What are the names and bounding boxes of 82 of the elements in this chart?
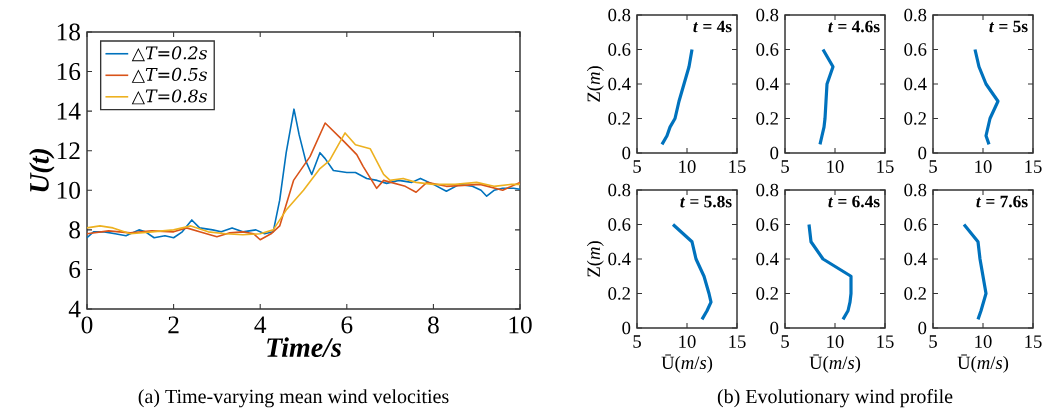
annotation: t = 4.6s xyxy=(828,20,880,33)
y-tick-label: 0.8 xyxy=(904,8,927,22)
annotation: t = 5.8s xyxy=(680,195,732,208)
x-tick-label: 10 xyxy=(827,160,844,173)
y-tick-label: 6 xyxy=(69,260,81,278)
line-series xyxy=(973,47,1000,146)
y-tick-label: 0.8 xyxy=(904,183,927,197)
legend-label: △T=0.2s xyxy=(131,46,207,62)
x-axis-title: Time/s xyxy=(267,337,342,357)
x-tick-label: 6 xyxy=(341,316,353,334)
legend-label: △T=0.8s xyxy=(131,89,207,105)
y-axis-title: Z(m) xyxy=(586,241,604,277)
annotation: t = 5s xyxy=(989,20,1028,33)
y-tick-label: 16 xyxy=(57,63,81,81)
y-tick-label: 0.2 xyxy=(756,112,778,125)
x-tick-label: 5 xyxy=(929,335,937,348)
x-tick-label: 5 xyxy=(633,335,641,348)
y-tick-label: 4 xyxy=(68,300,81,318)
annotation: t = 6.4s xyxy=(828,195,880,208)
x-tick-label: 10 xyxy=(679,335,696,348)
y-tick-label: 0.4 xyxy=(904,252,927,266)
y-tick-label: 14 xyxy=(57,102,81,120)
x-tick-label: 15 xyxy=(729,160,746,173)
y-tick-label: 8 xyxy=(69,221,80,239)
y-tick-label: 0.4 xyxy=(608,252,631,266)
line-series xyxy=(671,222,713,321)
y-tick-label: 0.4 xyxy=(608,77,631,91)
y-tick-label: 0.8 xyxy=(608,183,631,197)
line-series xyxy=(807,222,853,321)
y-tick-label: 0.2 xyxy=(756,287,778,300)
y-tick-label: 0.4 xyxy=(756,252,779,266)
x-tick-label: 15 xyxy=(1025,335,1042,348)
x-tick-label: 2 xyxy=(168,316,179,334)
y-tick-label: 0.6 xyxy=(756,43,779,56)
y-tick-label: 0.6 xyxy=(608,218,631,231)
line-series xyxy=(660,47,694,146)
y-tick-label: 0.8 xyxy=(756,183,779,197)
y-tick-label: 0 xyxy=(622,146,631,160)
line-series xyxy=(818,47,835,146)
text: (a) Time-varying mean wind velocities xyxy=(138,389,449,408)
y-tick-label: 0.8 xyxy=(608,8,631,22)
x-tick-label: 5 xyxy=(781,335,789,348)
x-tick-label: 15 xyxy=(877,160,894,173)
x-tick-label: 0 xyxy=(81,316,93,334)
y-tick-label: 0 xyxy=(918,146,927,160)
y-tick-label: 0.6 xyxy=(904,43,927,56)
y-axis-title: U(t) xyxy=(29,148,55,192)
y-tick-label: 0.2 xyxy=(608,287,630,300)
text: (b) Evolutionary wind profile xyxy=(717,388,953,408)
y-tick-label: 18 xyxy=(57,23,80,41)
x-tick-label: 15 xyxy=(729,335,746,348)
annotation: t = 4s xyxy=(693,20,732,33)
x-tick-label: 5 xyxy=(781,160,789,173)
x-axis-title: Ū(m/s) xyxy=(957,354,1009,373)
y-axis-title: Z(m) xyxy=(586,66,604,102)
x-tick-label: 8 xyxy=(428,316,439,334)
y-tick-label: 0.6 xyxy=(904,218,927,231)
x-axis-title: Ū(m/s) xyxy=(661,354,713,373)
x-tick-label: 10 xyxy=(827,335,844,348)
x-tick-label: 4 xyxy=(254,316,267,334)
x-tick-label: 5 xyxy=(929,160,937,173)
y-tick-label: 0.6 xyxy=(608,43,631,56)
y-tick-label: 0.2 xyxy=(904,287,926,300)
legend-label: △T=0.5s xyxy=(131,67,207,83)
y-tick-label: 10 xyxy=(57,181,80,199)
y-tick-label: 0.4 xyxy=(756,77,779,91)
x-axis-title: Ū(m/s) xyxy=(809,354,861,373)
annotation: t = 7.6s xyxy=(976,195,1028,208)
y-tick-label: 0.2 xyxy=(608,112,630,125)
y-tick-label: 12 xyxy=(57,142,80,160)
x-tick-label: 10 xyxy=(975,160,992,173)
x-tick-label: 15 xyxy=(1025,160,1042,173)
y-tick-label: 0.8 xyxy=(756,8,779,22)
x-tick-label: 15 xyxy=(877,335,894,348)
x-tick-label: 10 xyxy=(509,316,532,334)
x-tick-label: 10 xyxy=(975,335,992,348)
x-tick-label: 5 xyxy=(633,160,641,173)
y-tick-label: 0.4 xyxy=(904,77,927,91)
x-tick-label: 10 xyxy=(679,160,696,173)
y-tick-label: 0.6 xyxy=(756,218,779,231)
y-tick-label: 0.2 xyxy=(904,112,926,125)
y-tick-label: 0 xyxy=(770,146,779,160)
